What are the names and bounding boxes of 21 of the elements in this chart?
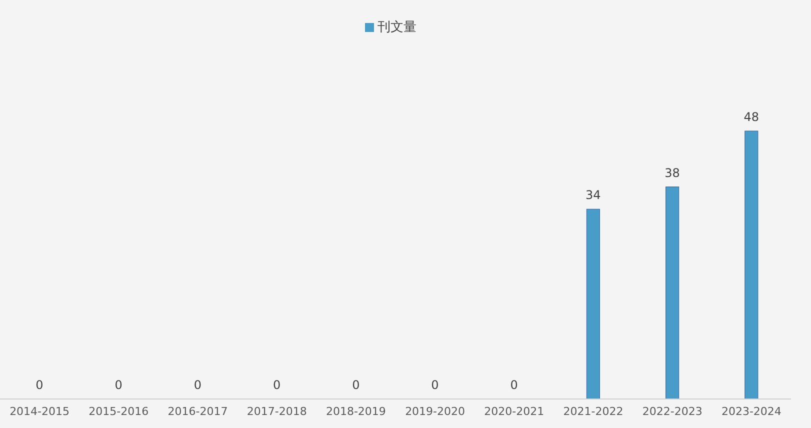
data-label: 48 [744, 110, 760, 124]
data-label: 34 [586, 188, 601, 202]
data-label: 0 [510, 378, 518, 392]
x-tick-label: 2015-2016 [88, 404, 149, 418]
data-label: 0 [272, 378, 281, 392]
x-tick-label: 2017-2018 [246, 404, 307, 418]
x-tick-label: 2019-2020 [405, 404, 466, 418]
data-label: 0 [194, 378, 202, 392]
data-label: 0 [431, 378, 439, 392]
data-label: 0 [352, 378, 360, 392]
x-tick-label: 2018-2019 [326, 404, 386, 418]
x-tick-label: 2020-2021 [484, 404, 544, 418]
data-label: 0 [114, 378, 122, 392]
x-tick-label: 2023-2024 [721, 404, 782, 418]
x-tick-label: 2021-2022 [563, 404, 624, 418]
x-tick-label: 2022-2023 [642, 404, 702, 418]
data-label: 0 [36, 378, 44, 392]
legend-label: 刊文量 [378, 20, 416, 35]
x-tick-label: 2014-2015 [10, 404, 70, 418]
data-label: 38 [664, 166, 680, 180]
x-tick-label: 2016-2017 [168, 404, 228, 418]
